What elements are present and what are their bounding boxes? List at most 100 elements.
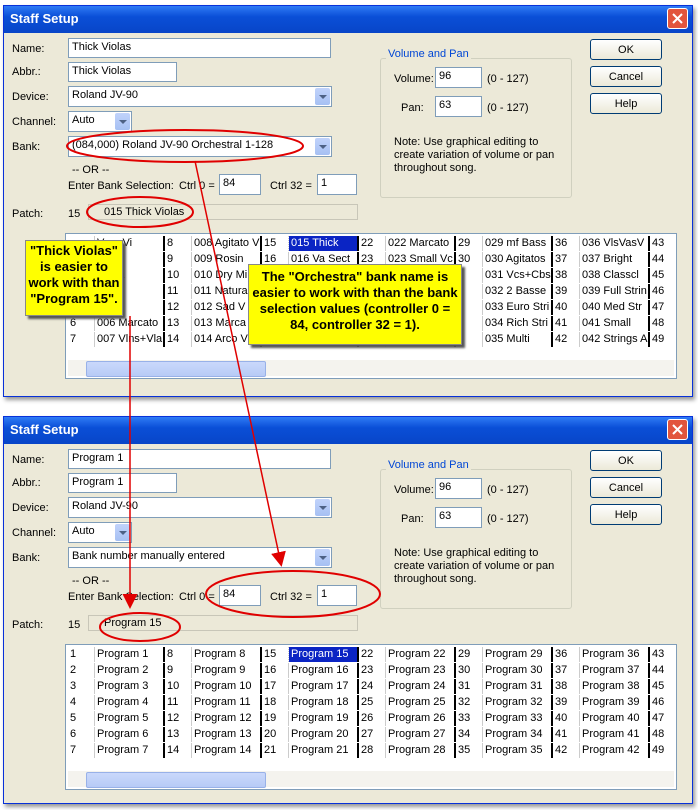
patch-number-cell[interactable]: 4: [68, 695, 95, 710]
name-input[interactable]: Thick Violas: [68, 38, 331, 58]
patch-name-cell[interactable]: Program 42: [580, 743, 650, 758]
patch-name-cell[interactable]: Program 14: [192, 743, 262, 758]
bank-select[interactable]: Bank number manually entered: [68, 547, 332, 568]
patch-name-cell[interactable]: Program 16: [289, 663, 359, 678]
patch-name-cell[interactable]: 042 Strings A: [580, 332, 650, 347]
patch-name-cell[interactable]: 023 Small Vc: [386, 252, 456, 267]
patch-number-cell[interactable]: 29: [456, 236, 483, 251]
patch-number-cell[interactable]: 24: [359, 679, 386, 694]
button[interactable]: Help: [590, 93, 662, 114]
patch-name-cell[interactable]: 008 Agitato V: [192, 236, 262, 251]
patch-number-cell[interactable]: [456, 284, 483, 299]
patch-number-cell[interactable]: 27: [359, 727, 386, 742]
patch-number-cell[interactable]: 35: [456, 743, 483, 758]
patch-number-cell[interactable]: 10: [165, 679, 192, 694]
patch-name-cell[interactable]: 009 Rosin Pa: [192, 252, 262, 267]
patch-name-cell[interactable]: Program 7: [95, 743, 165, 758]
patch-name-cell[interactable]: 016 Va Sect: [289, 252, 359, 267]
patch-number-cell[interactable]: 32: [456, 695, 483, 710]
patch-number-cell[interactable]: 43: [650, 236, 676, 251]
ctrl32-input[interactable]: 1: [317, 174, 357, 195]
patch-number-cell[interactable]: 19: [262, 711, 289, 726]
patch-number-cell[interactable]: 42: [553, 332, 580, 347]
name-input[interactable]: Program 1: [68, 449, 331, 469]
patch-number-cell[interactable]: 43: [650, 647, 676, 662]
patch-name-cell[interactable]: Program 15: [288, 646, 360, 663]
patch-number-cell[interactable]: 3: [68, 679, 95, 694]
patch-number-cell[interactable]: 25: [359, 695, 386, 710]
patch-name-cell[interactable]: Program 8: [192, 647, 262, 662]
patch-number-cell[interactable]: 36: [553, 236, 580, 251]
patch-number-cell[interactable]: 45: [650, 679, 676, 694]
scrollbar[interactable]: [68, 771, 674, 788]
patch-name-cell[interactable]: Program 17: [289, 679, 359, 694]
device-select[interactable]: Roland JV-90: [68, 497, 332, 518]
patch-number-cell[interactable]: 45: [650, 268, 676, 283]
ctrl0-input[interactable]: 84: [219, 585, 261, 606]
button[interactable]: Cancel: [590, 477, 662, 498]
patch-number-cell[interactable]: 9: [165, 252, 192, 267]
patch-number-cell[interactable]: 26: [359, 711, 386, 726]
patch-number-cell[interactable]: 38: [553, 268, 580, 283]
patch-number-cell[interactable]: [456, 300, 483, 315]
patch-name-cell[interactable]: 032 2 Basse: [483, 284, 553, 299]
volume-input[interactable]: 96: [435, 67, 482, 88]
patch-number-cell[interactable]: 10: [165, 268, 192, 283]
patch-name-cell[interactable]: 029 mf Bass: [483, 236, 553, 251]
ctrl0-input[interactable]: 84: [219, 174, 261, 195]
patch-number-cell[interactable]: 47: [650, 711, 676, 726]
ctrl32-input[interactable]: 1: [317, 585, 357, 606]
patch-number-cell[interactable]: 41: [553, 316, 580, 331]
patch-number-cell[interactable]: 23: [359, 663, 386, 678]
patch-name-cell[interactable]: Program 11: [192, 695, 262, 710]
patch-number-cell[interactable]: 8: [165, 647, 192, 662]
patch-number-cell[interactable]: 46: [650, 284, 676, 299]
patch-name-cell[interactable]: Program 21: [289, 743, 359, 758]
patch-name-cell[interactable]: Program 13: [192, 727, 262, 742]
patch-name-cell[interactable]: Program 24: [386, 679, 456, 694]
patch-number-cell[interactable]: 29: [456, 647, 483, 662]
patch-number-cell[interactable]: 1: [68, 647, 95, 662]
patch-number-cell[interactable]: 12: [165, 300, 192, 315]
patch-number-cell[interactable]: 7: [68, 332, 95, 347]
patch-name-cell[interactable]: Program 4: [95, 695, 165, 710]
patch-number-cell[interactable]: 37: [553, 252, 580, 267]
patch-name-cell[interactable]: Program 9: [192, 663, 262, 678]
patch-number-cell[interactable]: 11: [165, 695, 192, 710]
patch-number-cell[interactable]: 16: [262, 252, 289, 267]
patch-name-cell[interactable]: Program 23: [386, 663, 456, 678]
patch-name-cell[interactable]: Program 3: [95, 679, 165, 694]
abbr-input[interactable]: Program 1: [68, 473, 177, 493]
patch-number-cell[interactable]: 42: [553, 743, 580, 758]
patch-number-cell[interactable]: 44: [650, 663, 676, 678]
button[interactable]: Cancel: [590, 66, 662, 87]
patch-name-cell[interactable]: Program 27: [386, 727, 456, 742]
patch-number-cell[interactable]: 8: [165, 236, 192, 251]
patch-number-cell[interactable]: 34: [456, 727, 483, 742]
patch-number-cell[interactable]: 36: [553, 647, 580, 662]
patch-name-cell[interactable]: Program 5: [95, 711, 165, 726]
patch-number-cell[interactable]: 38: [553, 679, 580, 694]
patch-name-cell[interactable]: Program 22: [386, 647, 456, 662]
patch-name-cell[interactable]: 040 Med Str: [580, 300, 650, 315]
patch-name-cell[interactable]: Program 25: [386, 695, 456, 710]
patch-number-cell[interactable]: 6: [68, 316, 95, 331]
scroll-thumb[interactable]: [86, 772, 266, 788]
patch-number-cell[interactable]: 13: [165, 316, 192, 331]
patch-number-cell[interactable]: 40: [553, 300, 580, 315]
patch-name-cell[interactable]: 041 Small Str: [580, 316, 650, 331]
patch-number-cell[interactable]: 18: [262, 695, 289, 710]
patch-number-cell[interactable]: 14: [165, 332, 192, 347]
pan-input[interactable]: 63: [435, 507, 482, 528]
patch-name-cell[interactable]: Program 2: [95, 663, 165, 678]
patch-name-cell[interactable]: Program 41: [580, 727, 650, 742]
channel-select[interactable]: Auto: [68, 522, 132, 543]
patch-number-cell[interactable]: 40: [553, 711, 580, 726]
patch-number-cell[interactable]: 44: [650, 252, 676, 267]
patch-number-cell[interactable]: [456, 332, 483, 347]
patch-number-cell[interactable]: 33: [456, 711, 483, 726]
button[interactable]: OK: [590, 39, 662, 60]
scrollbar[interactable]: [68, 360, 674, 377]
patch-name-cell[interactable]: Program 32: [483, 695, 553, 710]
patch-name-cell[interactable]: Program 10: [192, 679, 262, 694]
